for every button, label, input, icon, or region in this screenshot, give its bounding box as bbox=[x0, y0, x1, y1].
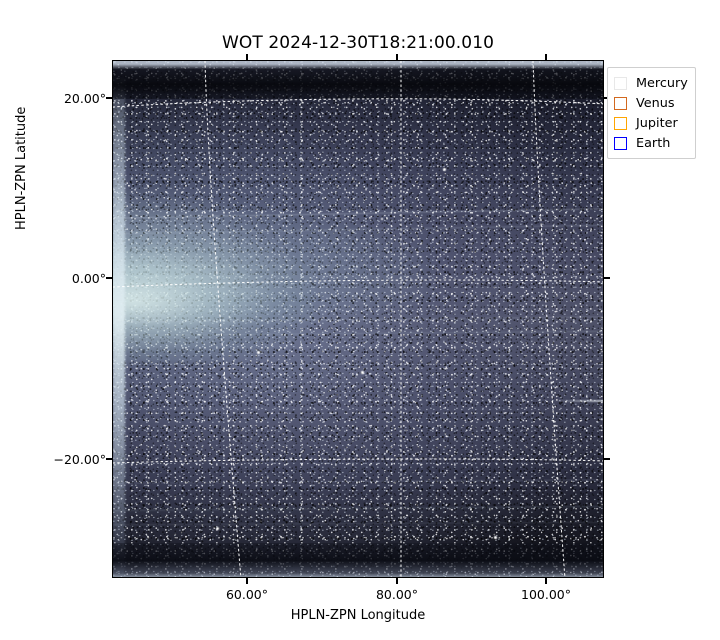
bright-star bbox=[443, 168, 446, 171]
bright-star bbox=[494, 536, 497, 539]
bright-star bbox=[381, 218, 384, 221]
ytick-m20-right bbox=[604, 458, 610, 460]
image-axes[interactable] bbox=[112, 60, 604, 578]
bright-star bbox=[257, 351, 260, 354]
bright-star bbox=[216, 527, 219, 530]
xtick-80-bottom bbox=[396, 578, 398, 584]
xtick-80-top bbox=[396, 54, 398, 60]
ytick-m20-left bbox=[106, 458, 112, 460]
legend-swatch-mercury bbox=[614, 76, 627, 90]
f-corona-core bbox=[113, 233, 313, 363]
xtick-label-80: 80.00° bbox=[375, 587, 419, 602]
xtick-label-60: 60.00° bbox=[225, 587, 269, 602]
legend-label-earth: Earth bbox=[636, 135, 671, 151]
xtick-60-bottom bbox=[246, 578, 248, 584]
bright-star bbox=[361, 371, 364, 374]
ytick-label-20: 20.00° bbox=[63, 91, 106, 106]
legend-item-earth[interactable]: Earth bbox=[614, 133, 688, 153]
legend-label-jupiter: Jupiter bbox=[636, 115, 678, 131]
xtick-60-top bbox=[246, 54, 248, 60]
x-axis-label: HPLN-ZPN Longitude bbox=[290, 608, 426, 623]
plot-title: WOT 2024-12-30T18:21:00.010 bbox=[221, 33, 495, 53]
top-occulter-band bbox=[113, 61, 603, 99]
left-bright-edge bbox=[113, 79, 125, 577]
ytick-label-0: 0.00° bbox=[71, 271, 106, 286]
legend-label-venus: Venus bbox=[636, 95, 675, 111]
ytick-label-m20: −20.00° bbox=[53, 452, 106, 467]
ytick-0-left bbox=[106, 277, 112, 279]
xtick-100-top bbox=[545, 54, 547, 60]
y-axis-label: HPLN-ZPN Latitude bbox=[14, 106, 29, 230]
legend-item-venus[interactable]: Venus bbox=[614, 93, 688, 113]
xtick-100-bottom bbox=[545, 578, 547, 584]
legend-item-mercury[interactable]: Mercury bbox=[614, 73, 688, 93]
satellite-trail bbox=[553, 400, 603, 402]
ytick-0-right bbox=[604, 277, 610, 279]
xtick-label-100: 100.00° bbox=[521, 587, 571, 602]
legend-swatch-venus bbox=[614, 96, 627, 110]
coronagraph-image bbox=[113, 61, 603, 577]
ytick-20-left bbox=[106, 97, 112, 99]
planet-legend[interactable]: Mercury Venus Jupiter Earth bbox=[607, 67, 696, 159]
legend-swatch-jupiter bbox=[614, 116, 627, 130]
legend-swatch-earth bbox=[614, 136, 627, 150]
legend-item-jupiter[interactable]: Jupiter bbox=[614, 113, 688, 133]
legend-label-mercury: Mercury bbox=[636, 75, 688, 91]
bottom-occulter-band bbox=[113, 543, 603, 577]
